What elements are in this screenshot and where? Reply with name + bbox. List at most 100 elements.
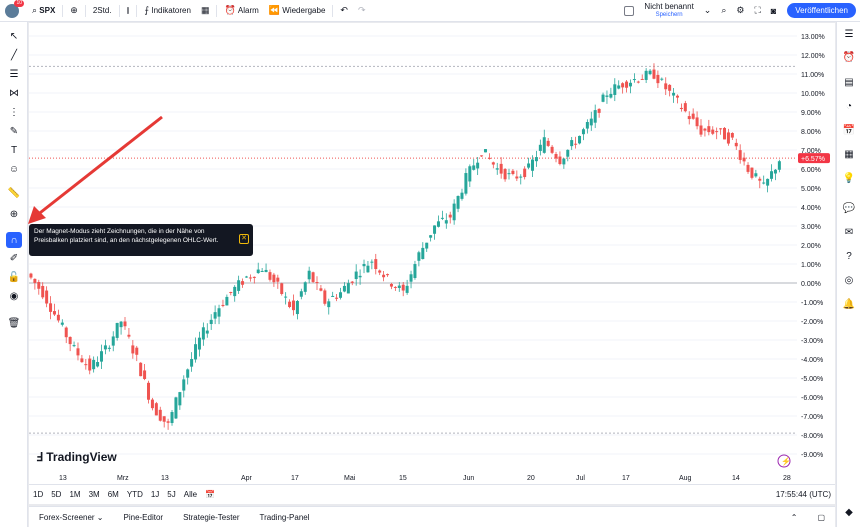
hotlist-icon[interactable]: ◔	[845, 100, 853, 112]
undo-button[interactable]: ↶	[335, 0, 353, 22]
publish-button[interactable]: Veröffentlichen	[787, 3, 856, 18]
candle-body	[205, 330, 209, 334]
range-button-1m[interactable]: 1M	[69, 490, 81, 499]
eye-icon[interactable]: ◉	[9, 290, 19, 302]
y-tick-label: -5.00%	[801, 376, 823, 383]
clock-label[interactable]: 17:55:44 (UTC)	[775, 490, 831, 499]
candle-body	[683, 103, 687, 112]
fullscreen-button[interactable]: ⛶	[749, 0, 765, 22]
zoom-in-icon[interactable]: ⊕	[9, 208, 19, 220]
ideas-icon[interactable]: 💡	[842, 172, 856, 184]
help-icon[interactable]: ?	[846, 250, 852, 262]
candle-body	[472, 165, 476, 170]
candle-body	[558, 156, 562, 165]
candle-body	[37, 281, 41, 289]
redo-icon: ↷	[357, 5, 366, 15]
range-button-5j[interactable]: 5J	[167, 490, 176, 499]
forecast-icon[interactable]: ⋮	[9, 106, 19, 118]
pine-grid-icon[interactable]: ▦	[844, 148, 854, 160]
chat-icon[interactable]: 💬	[842, 202, 856, 214]
data-window-icon[interactable]: ▤	[844, 76, 854, 88]
symbol-search[interactable]: ⌕ SPX	[27, 0, 60, 22]
candle-body	[233, 286, 237, 297]
chart-type-button[interactable]: ⫾	[122, 0, 135, 22]
candle-body	[413, 264, 417, 278]
candle-body	[511, 170, 515, 175]
redo-button[interactable]: ↷	[353, 0, 371, 22]
candle-body	[96, 362, 100, 367]
panel-tab-trading-panel[interactable]: Trading-Panel	[259, 512, 310, 522]
range-button-5d[interactable]: 5D	[51, 490, 62, 499]
lightning-glyph: ⚡	[781, 456, 791, 466]
alerts-icon[interactable]: ⏰	[842, 51, 856, 63]
candle-body	[127, 334, 131, 337]
range-button-6m[interactable]: 6M	[107, 490, 119, 499]
settings-button[interactable]: ⚙	[731, 0, 749, 22]
replay-button[interactable]: ⏪ Wiedergabe	[264, 0, 331, 22]
magnet-icon[interactable]: ∩	[6, 232, 22, 248]
divider	[62, 4, 64, 17]
candle-body	[135, 347, 139, 355]
emoji-icon[interactable]: ☺	[8, 163, 20, 175]
watchlist-icon[interactable]: ☰	[844, 28, 854, 40]
layers-icon[interactable]: ◆	[845, 506, 853, 518]
time-axis-svg: 13 Mrz 13 Apr 17 Mai 15 Jun 20 Jul 17 Aug 14 28	[59, 475, 791, 482]
interval-button[interactable]: 2Std.	[92, 6, 112, 15]
quick-search-button[interactable]: ⌕	[716, 0, 731, 22]
pattern-icon[interactable]: ⋈	[9, 87, 19, 99]
candle-body	[546, 140, 550, 146]
candle-body	[103, 345, 107, 350]
candle-body	[566, 149, 570, 157]
collapse-icon[interactable]: ⌃	[790, 512, 798, 522]
range-button-ytd[interactable]: YTD	[126, 490, 143, 499]
lock-icon[interactable]: 🔓	[7, 271, 21, 283]
brush-icon[interactable]: ✎	[9, 125, 19, 137]
time-axis[interactable]: 13 Mrz 13 Apr 17 Mai 15 Jun 20 Jul 17 Aug 14 28	[29, 470, 835, 484]
panel-tab-pine-editor[interactable]: Pine-Editor	[123, 512, 164, 522]
maximize-icon[interactable]: ▢	[817, 512, 825, 522]
panel-tab-strategie-tester[interactable]: Strategie-Tester	[183, 512, 240, 522]
candle-body	[264, 269, 268, 273]
candle-body	[719, 128, 723, 130]
compare-button[interactable]: ⊕	[65, 0, 83, 22]
candle-body	[581, 129, 585, 135]
templates-button[interactable]: ▦	[196, 0, 215, 22]
candle-body	[52, 311, 56, 315]
range-button-3m[interactable]: 3M	[88, 490, 100, 499]
candle-body	[527, 163, 531, 168]
panel-tab-forex-screener[interactable]: Forex-Screener ⌄	[39, 512, 104, 522]
avatar[interactable]: 10	[5, 0, 24, 18]
snapshot-button[interactable]: ◙	[766, 0, 781, 22]
cursor-icon[interactable]: ↖	[9, 30, 19, 42]
text-icon[interactable]: T	[10, 144, 18, 156]
bell-icon[interactable]: 🔔	[842, 298, 856, 310]
candle-body	[640, 78, 644, 80]
y-tick-label: 4.00%	[801, 205, 821, 212]
range-button-1j[interactable]: 1J	[150, 490, 160, 499]
candle-body	[734, 142, 738, 147]
close-icon[interactable]: ✕	[239, 234, 249, 244]
indicators-button[interactable]: ⨍ Indikatoren	[139, 0, 196, 22]
candle-body	[531, 159, 535, 171]
candle-body	[625, 81, 629, 88]
layout-checkbox[interactable]	[619, 0, 639, 22]
layout-menu-button[interactable]: ⌄	[699, 0, 717, 22]
candle-body	[154, 403, 158, 416]
trash-icon[interactable]: 🗑	[7, 317, 21, 329]
candle-body	[742, 157, 746, 162]
range-button-alle[interactable]: Alle	[183, 490, 198, 499]
y-tick-label: 0.00%	[801, 281, 821, 288]
ruler-icon[interactable]: 📏	[7, 187, 21, 199]
broadcast-icon[interactable]: ◎	[844, 274, 854, 286]
pencil-lock-icon[interactable]: ✐	[9, 252, 19, 264]
calendar-icon[interactable]: 📅	[842, 124, 856, 136]
date-range-icon[interactable]: 📅	[205, 490, 216, 499]
trendline-icon[interactable]: ╱	[10, 49, 18, 61]
range-button-1d[interactable]: 1D	[33, 490, 44, 499]
fib-icon[interactable]: ☰	[9, 68, 19, 80]
messages-icon[interactable]: ✉	[844, 226, 854, 238]
layout-name-button[interactable]: Nicht benannt Speichern	[639, 0, 698, 22]
divider	[84, 4, 86, 17]
alarm-button[interactable]: ⏰ Alarm	[219, 0, 263, 22]
